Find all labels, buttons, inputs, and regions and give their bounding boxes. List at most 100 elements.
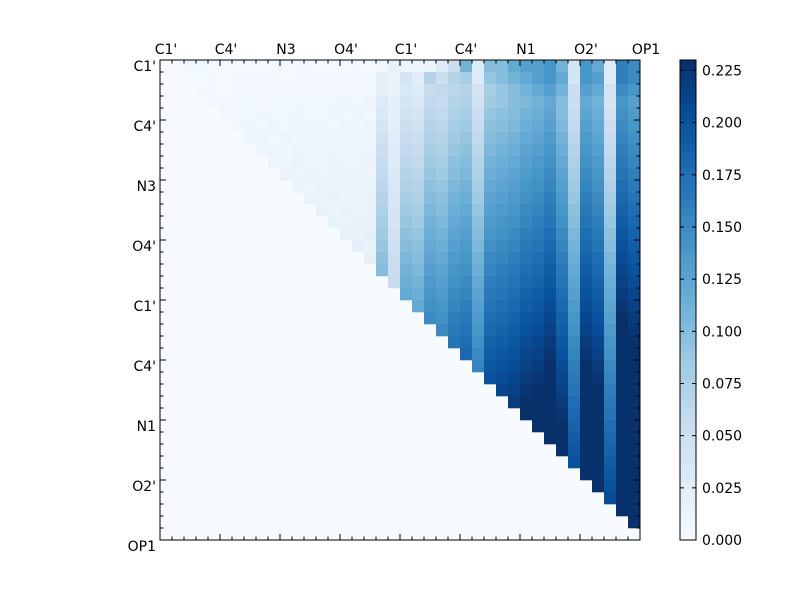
heatmap-cell <box>460 108 473 121</box>
heatmap-cell <box>364 60 377 73</box>
heatmap-cell <box>616 168 629 181</box>
heatmap-cell <box>568 168 581 181</box>
heatmap-cell <box>532 120 545 133</box>
heatmap-cell <box>292 84 305 97</box>
heatmap-cell <box>568 108 581 121</box>
heatmap-cell <box>568 420 581 433</box>
heatmap-cell <box>352 204 365 217</box>
heatmap-cell <box>400 72 413 85</box>
heatmap-cell <box>304 72 317 85</box>
heatmap-cell <box>472 360 485 373</box>
heatmap-cell <box>628 324 641 337</box>
heatmap-cell <box>520 156 533 169</box>
heatmap-cell <box>400 240 413 253</box>
heatmap-cell <box>484 168 497 181</box>
heatmap-cell <box>256 108 269 121</box>
heatmap-cell <box>484 324 497 337</box>
heatmap-cell <box>352 156 365 169</box>
heatmap-cell <box>604 372 617 385</box>
heatmap-cell <box>532 264 545 277</box>
heatmap-cell <box>544 120 557 133</box>
heatmap-cell <box>496 348 509 361</box>
heatmap-cell <box>448 216 461 229</box>
heatmap-cell <box>628 516 641 529</box>
x-tick-label: O2' <box>574 42 598 58</box>
heatmap-cell <box>388 84 401 97</box>
heatmap-cell <box>316 84 329 97</box>
heatmap-cell <box>604 276 617 289</box>
heatmap-cell <box>292 108 305 121</box>
heatmap-cell <box>532 396 545 409</box>
heatmap-cell <box>592 204 605 217</box>
heatmap-cell <box>400 288 413 301</box>
heatmap-cell <box>532 108 545 121</box>
heatmap-cell <box>412 216 425 229</box>
heatmap-cell <box>616 156 629 169</box>
heatmap-cell <box>400 96 413 109</box>
heatmap-cell <box>304 144 317 157</box>
heatmap-cell <box>220 108 233 121</box>
heatmap-cell <box>376 156 389 169</box>
heatmap-cell <box>532 276 545 289</box>
heatmap-cell <box>628 276 641 289</box>
heatmap-cell <box>556 108 569 121</box>
heatmap-cell <box>556 84 569 97</box>
heatmap-cell <box>388 132 401 145</box>
heatmap-cell <box>580 180 593 193</box>
heatmap-cell <box>520 264 533 277</box>
heatmap-cell <box>580 60 593 73</box>
heatmap-cell <box>556 396 569 409</box>
heatmap-cell <box>616 336 629 349</box>
heatmap-cell <box>388 216 401 229</box>
heatmap-cell <box>316 204 329 217</box>
heatmap-cell <box>340 192 353 205</box>
heatmap-cell <box>628 456 641 469</box>
heatmap-cell <box>580 192 593 205</box>
heatmap-cell <box>376 204 389 217</box>
heatmap-cell <box>556 144 569 157</box>
heatmap-cell <box>508 372 521 385</box>
heatmap-cell <box>412 108 425 121</box>
heatmap-cell <box>496 276 509 289</box>
heatmap-cell <box>616 348 629 361</box>
heatmap-cell <box>628 72 641 85</box>
heatmap-cell <box>472 156 485 169</box>
heatmap-cell <box>568 204 581 217</box>
heatmap-cell <box>364 84 377 97</box>
heatmap-cell <box>220 96 233 109</box>
heatmap-cell <box>592 276 605 289</box>
heatmap-cell <box>592 300 605 313</box>
heatmap-cell <box>592 108 605 121</box>
heatmap-cell <box>592 144 605 157</box>
heatmap-cell <box>556 444 569 457</box>
heatmap-cell <box>592 336 605 349</box>
heatmap-cell <box>616 132 629 145</box>
heatmap-cell <box>472 252 485 265</box>
heatmap-cell <box>244 132 257 145</box>
heatmap-cell <box>568 396 581 409</box>
heatmap-cell <box>268 84 281 97</box>
heatmap-cell <box>484 144 497 157</box>
heatmap-cell <box>544 72 557 85</box>
heatmap-cell <box>580 120 593 133</box>
heatmap-cell <box>460 216 473 229</box>
heatmap-cell <box>496 96 509 109</box>
heatmap-cell <box>616 492 629 505</box>
heatmap-cell <box>532 288 545 301</box>
heatmap-cell <box>628 132 641 145</box>
y-tick-label: C4' <box>133 119 156 135</box>
heatmap-cell <box>484 96 497 109</box>
heatmap-cell <box>520 240 533 253</box>
heatmap-cell <box>244 72 257 85</box>
heatmap-cell <box>292 72 305 85</box>
heatmap-cell <box>388 120 401 133</box>
heatmap-cell <box>280 144 293 157</box>
heatmap-cell <box>580 324 593 337</box>
heatmap-cell <box>472 288 485 301</box>
heatmap-cell <box>520 132 533 145</box>
heatmap-cell <box>352 168 365 181</box>
heatmap-cell <box>580 468 593 481</box>
heatmap-cell <box>196 84 209 97</box>
heatmap-cell <box>412 276 425 289</box>
